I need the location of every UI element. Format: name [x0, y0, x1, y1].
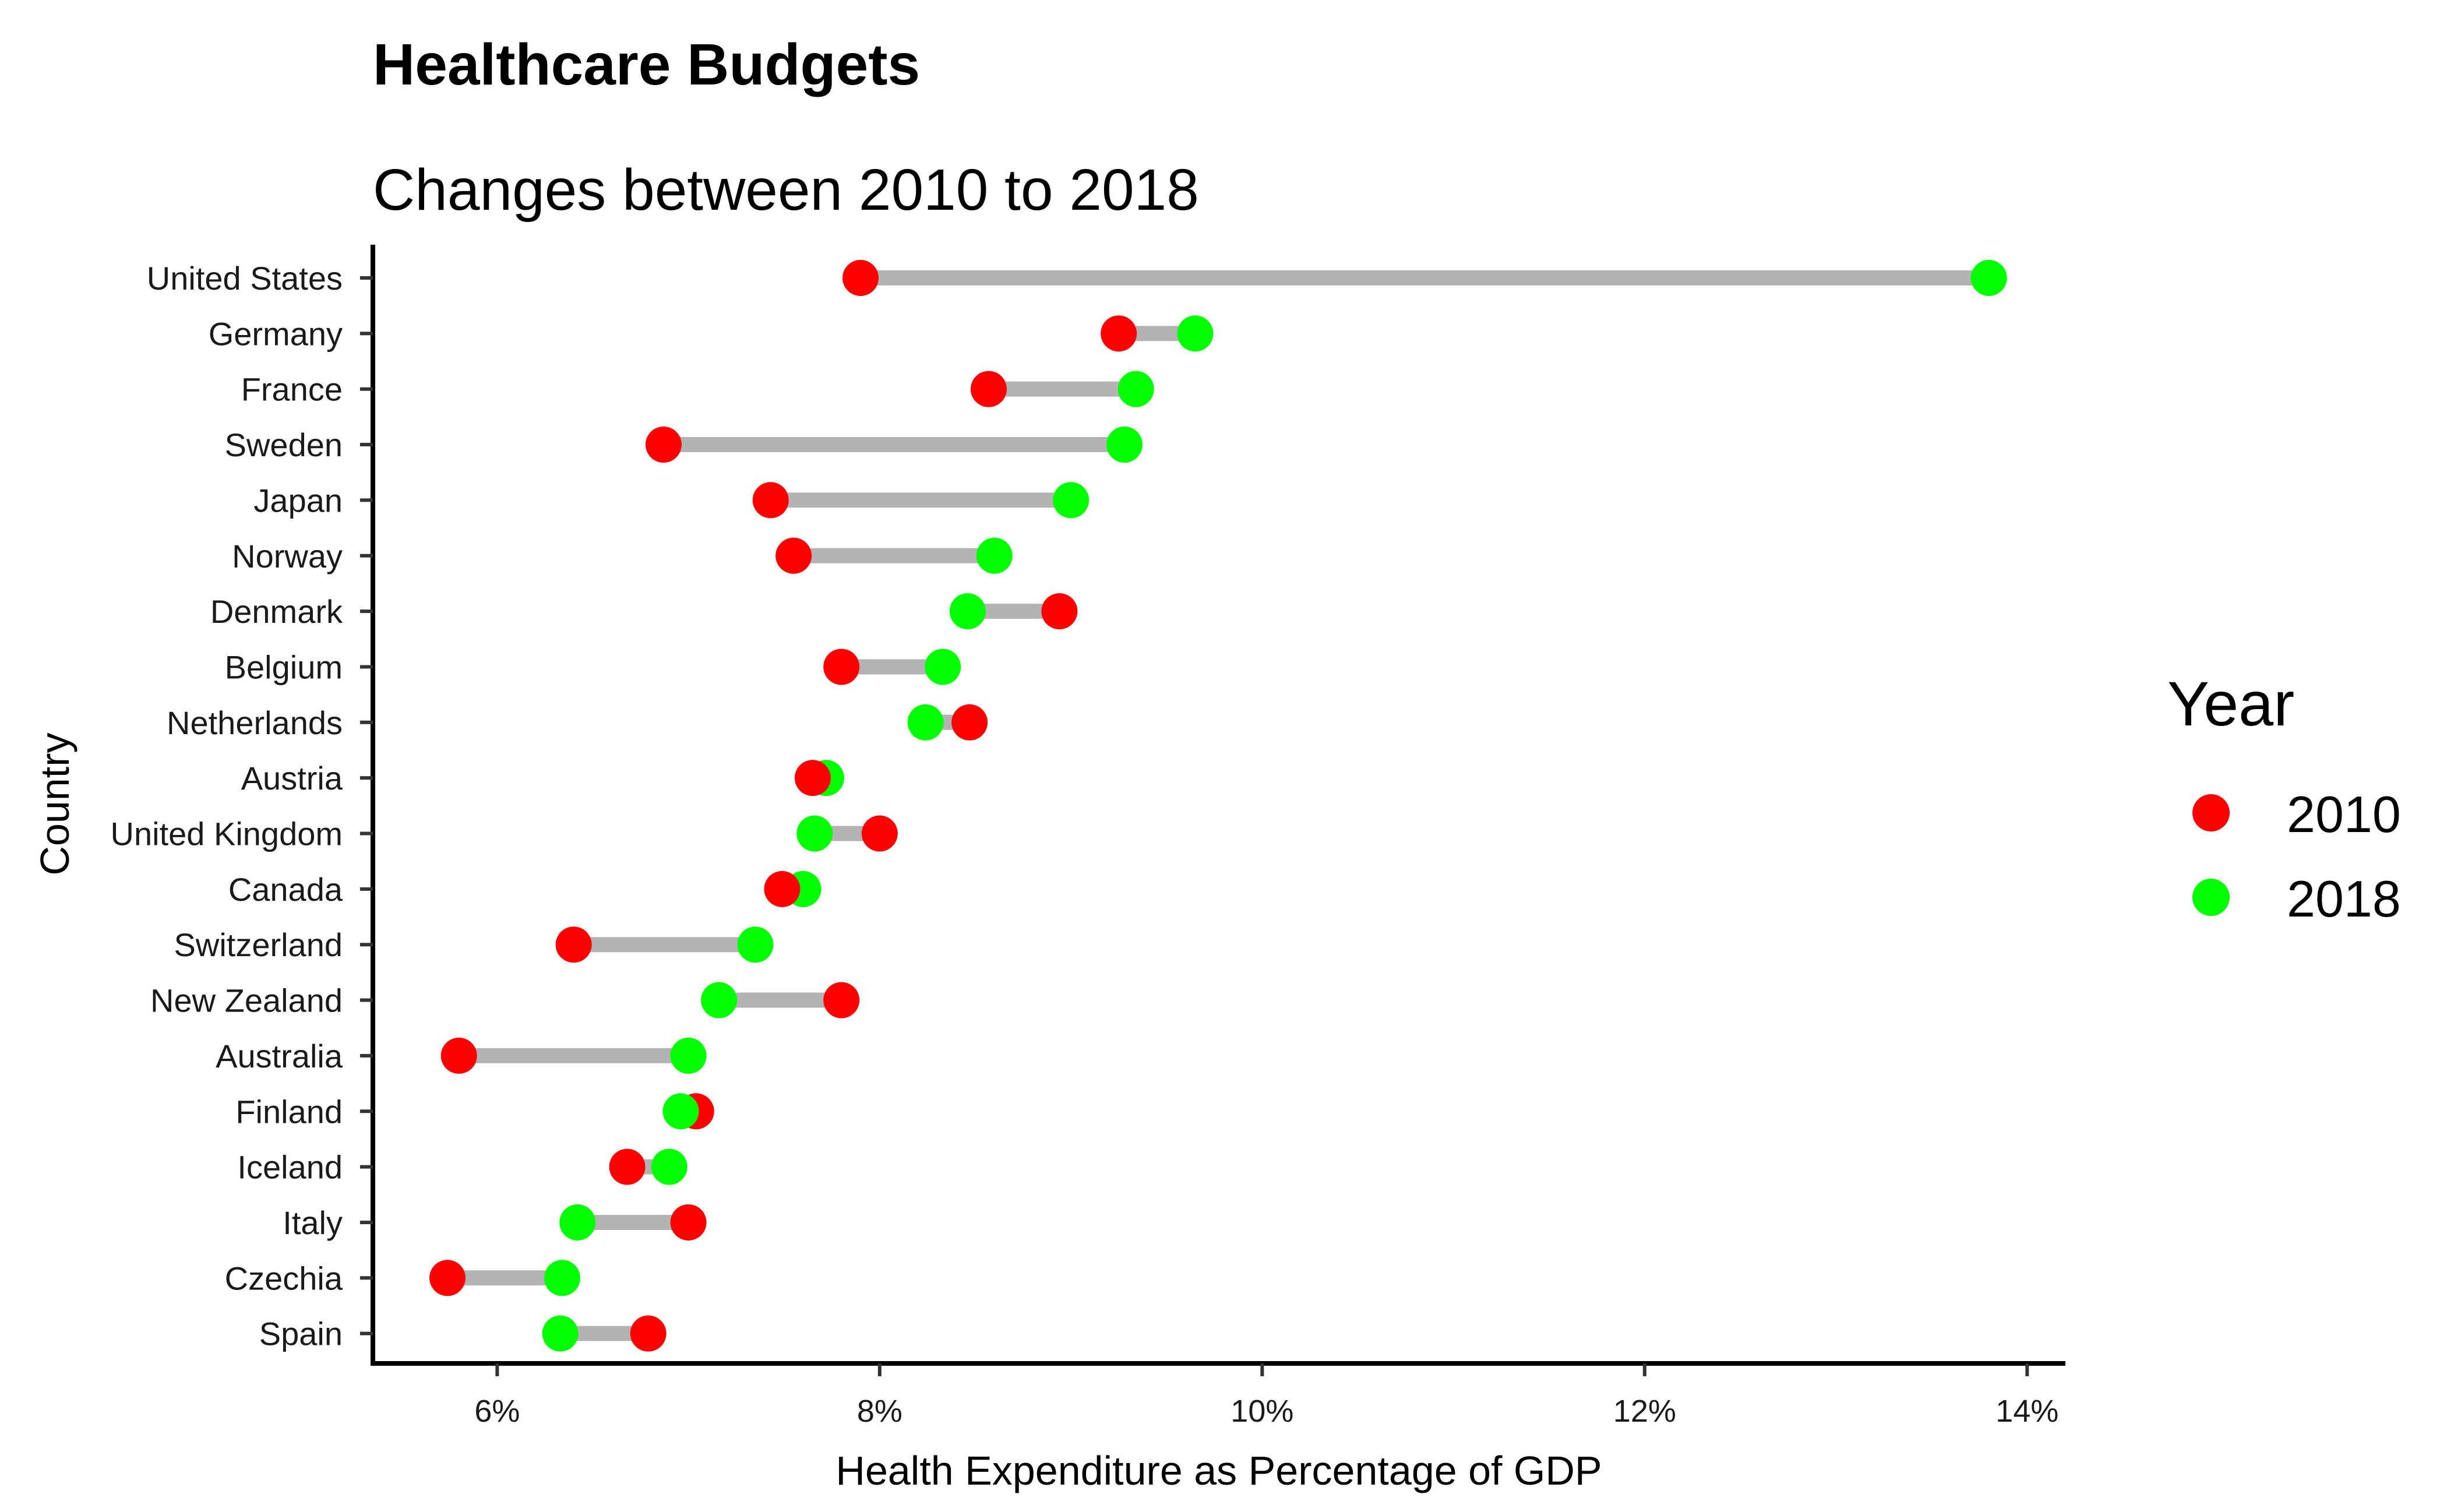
legend-label-2010: 2010 [2287, 785, 2401, 843]
point-2018-switzerland [737, 926, 774, 963]
point-2018-australia [670, 1037, 707, 1074]
y-tick-label-sweden: Sweden [225, 427, 343, 463]
point-2018-iceland [651, 1148, 687, 1185]
legend-key-2018 [2192, 879, 2230, 916]
point-2010-norway [775, 537, 812, 574]
y-tick-label-norway: Norway [232, 538, 343, 575]
x-tick-label-14: 14% [1995, 1394, 2058, 1429]
y-tick-label-canada: Canada [228, 871, 343, 908]
point-2010-united-states [842, 260, 879, 296]
y-tick-label-czechia: Czechia [225, 1260, 343, 1296]
point-2018-denmark [949, 593, 986, 630]
point-2018-germany [1177, 315, 1214, 352]
y-tick-label-belgium: Belgium [225, 648, 343, 685]
legend-title: Year [2167, 668, 2294, 739]
point-2018-finland [662, 1093, 699, 1130]
point-2018-belgium [925, 648, 961, 685]
point-2010-japan [752, 482, 789, 519]
x-tick-label-6: 6% [474, 1394, 520, 1429]
point-2010-iceland [609, 1148, 646, 1185]
point-2010-belgium [823, 648, 860, 685]
x-axis-title: Health Expenditure as Percentage of GDP [835, 1448, 1602, 1493]
y-tick-label-australia: Australia [216, 1038, 343, 1074]
y-tick-label-finland: Finland [235, 1093, 343, 1130]
point-2010-austria [794, 760, 831, 796]
point-2018-czechia [544, 1260, 580, 1296]
point-2010-denmark [1041, 593, 1078, 630]
x-axis-ticks: 6% 8% 10% 12% 14% [474, 1363, 2058, 1429]
chart-subtitle: Changes between 2010 to 2018 [373, 157, 1199, 223]
chart-title: Healthcare Budgets [373, 32, 920, 97]
x-tick-label-12: 12% [1613, 1394, 1676, 1429]
y-tick-label-united-kingdom: United Kingdom [111, 816, 343, 852]
x-tick-label-10: 10% [1230, 1394, 1293, 1429]
y-tick-label-netherlands: Netherlands [167, 704, 343, 741]
y-tick-label-germany: Germany [209, 315, 343, 352]
point-2018-netherlands [907, 704, 944, 741]
point-2018-united-kingdom [796, 815, 833, 852]
y-tick-label-spain: Spain [259, 1316, 343, 1352]
point-2010-france [970, 371, 1007, 407]
y-axis-title: Country [32, 732, 77, 875]
y-tick-label-iceland: Iceland [237, 1149, 343, 1186]
plot-area [429, 260, 2007, 1352]
y-tick-label-new-zealand: New Zealand [150, 982, 343, 1019]
point-2018-sweden [1106, 427, 1143, 463]
point-2010-switzerland [555, 926, 592, 963]
y-tick-label-japan: Japan [253, 482, 343, 519]
point-2010-united-kingdom [861, 815, 898, 852]
y-tick-label-switzerland: Switzerland [174, 926, 343, 963]
x-tick-label-8: 8% [857, 1394, 902, 1429]
point-2010-sweden [645, 427, 682, 463]
legend-key-2010 [2192, 794, 2230, 831]
point-2010-czechia [429, 1260, 466, 1296]
point-2010-new-zealand [823, 982, 860, 1018]
point-2018-united-states [1970, 260, 2007, 296]
y-tick-label-italy: Italy [283, 1204, 343, 1241]
point-2018-japan [1053, 482, 1089, 519]
point-2010-canada [764, 870, 801, 907]
point-2010-spain [630, 1315, 667, 1352]
y-tick-label-denmark: Denmark [210, 593, 343, 630]
point-2018-italy [559, 1204, 596, 1240]
point-2010-netherlands [951, 704, 988, 741]
point-2018-new-zealand [701, 982, 738, 1018]
legend: Year 2010 2018 [2167, 668, 2401, 928]
y-tick-label-austria: Austria [241, 760, 343, 796]
legend-label-2018: 2018 [2287, 870, 2401, 928]
point-2018-france [1117, 371, 1154, 407]
point-2010-australia [440, 1037, 477, 1074]
point-2018-norway [976, 537, 1013, 574]
y-axis-ticks: United States Germany France Sweden Japan Nor… [111, 260, 373, 1352]
point-2018-spain [542, 1315, 579, 1352]
point-2010-germany [1101, 315, 1137, 352]
y-tick-label-france: France [241, 371, 343, 408]
y-tick-label-united-states: United States [147, 260, 343, 297]
point-2010-italy [670, 1204, 707, 1240]
